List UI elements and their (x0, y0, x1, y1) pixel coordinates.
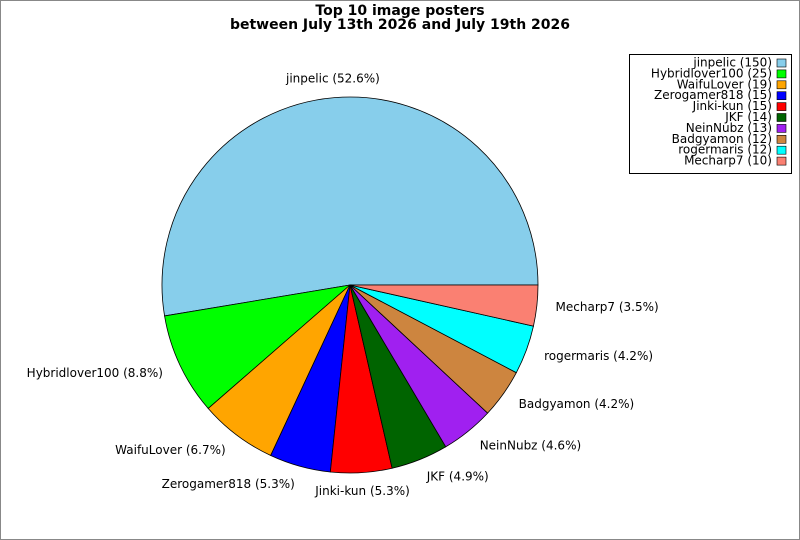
slice-label: Hybridlover100 (8.8%) (27, 366, 163, 380)
legend-swatch (776, 80, 787, 90)
legend-label: Hybridlover100 (25) (651, 66, 772, 80)
legend-label: JKF (14) (724, 110, 772, 124)
legend-label: jinpelic (150) (692, 56, 772, 70)
legend-swatch (776, 69, 787, 79)
chart-subtitle: between July 13th 2026 and July 19th 202… (230, 17, 570, 33)
legend-swatch (776, 113, 787, 122)
legend-label: Zerogamer818 (15) (654, 88, 772, 102)
slice-label: Jinki-kun (5.3%) (314, 484, 410, 498)
slice-label: Zerogamer818 (5.3%) (162, 477, 295, 491)
slice-label: JKF (4.9%) (426, 470, 489, 484)
legend-label: Badgyamon (12) (672, 132, 772, 146)
slice-label: rogermaris (4.2%) (544, 349, 653, 363)
legend-label: rogermaris (12) (678, 143, 772, 157)
legend-label: WaifuLover (19) (677, 77, 772, 91)
legend-label: NeinNubz (13) (686, 121, 772, 135)
legend-swatch (776, 135, 787, 144)
legend-swatch (776, 58, 787, 68)
legend-swatch (776, 156, 787, 166)
pie-slice (164, 284, 352, 410)
chart-title: Top 10 image posters (315, 3, 484, 19)
slice-label: jinpelic (52.6%) (285, 71, 380, 85)
legend-label: Jinki-kun (15) (692, 99, 772, 113)
pie-slice (161, 96, 539, 317)
slice-label: NeinNubz (4.6%) (480, 439, 581, 453)
legend-label: Mecharp7 (10) (684, 154, 772, 168)
slice-label: Mecharp7 (3.5%) (556, 300, 659, 314)
slice-label: Badgyamon (4.2%) (519, 397, 635, 411)
legend-box (629, 54, 792, 174)
legend-swatch (776, 91, 787, 100)
legend-swatch (776, 102, 787, 111)
legend-swatch (776, 145, 787, 155)
slice-label: WaifuLover (6.7%) (115, 443, 226, 457)
pie-slice (349, 284, 539, 327)
legend-swatch (776, 124, 787, 133)
